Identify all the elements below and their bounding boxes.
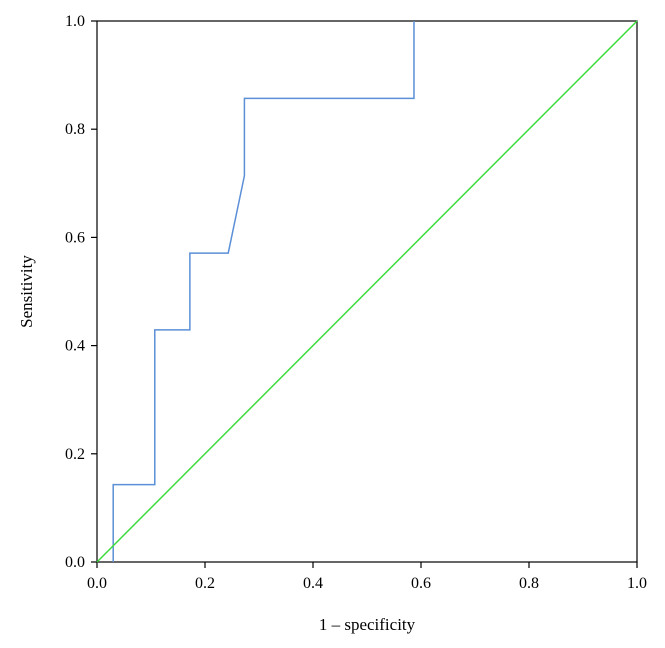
y-tick-label: 0.2 (65, 446, 85, 463)
axes (91, 20, 638, 568)
x-tick-label: 0.4 (303, 575, 323, 592)
reference-diagonal-line (96, 20, 638, 563)
labels: 0.0 0.2 0.4 0.6 0.8 1.0 0.0 0.2 0.4 0.6 0.8 1.0 1 – … (17, 13, 647, 634)
plot-frame (96, 20, 638, 563)
y-tick-label: 0.8 (65, 121, 85, 138)
y-tick-label: 0.4 (65, 338, 85, 355)
y-tick-label: 1.0 (65, 13, 85, 30)
x-tick-label: 0.8 (519, 575, 539, 592)
x-tick-label: 0.2 (195, 575, 215, 592)
y-tick-label: 0.0 (65, 554, 85, 571)
x-tick-label: 0.6 (411, 575, 431, 592)
x-tick-label: 1.0 (627, 575, 647, 592)
roc-curve-line (112, 21, 415, 562)
series-layer (96, 20, 638, 563)
y-axis-title: Sensitivity (17, 255, 36, 328)
x-axis-title: 1 – specificity (319, 615, 416, 634)
x-tick-label: 0.0 (87, 575, 107, 592)
y-tick-label: 0.6 (65, 229, 85, 246)
